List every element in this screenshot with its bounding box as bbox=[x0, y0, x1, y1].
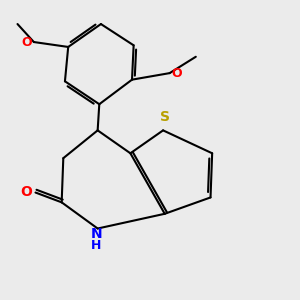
Text: O: O bbox=[171, 67, 182, 80]
Text: S: S bbox=[160, 110, 170, 124]
Text: N: N bbox=[90, 227, 102, 241]
Text: O: O bbox=[22, 35, 32, 49]
Text: O: O bbox=[20, 185, 32, 199]
Text: H: H bbox=[91, 239, 101, 252]
